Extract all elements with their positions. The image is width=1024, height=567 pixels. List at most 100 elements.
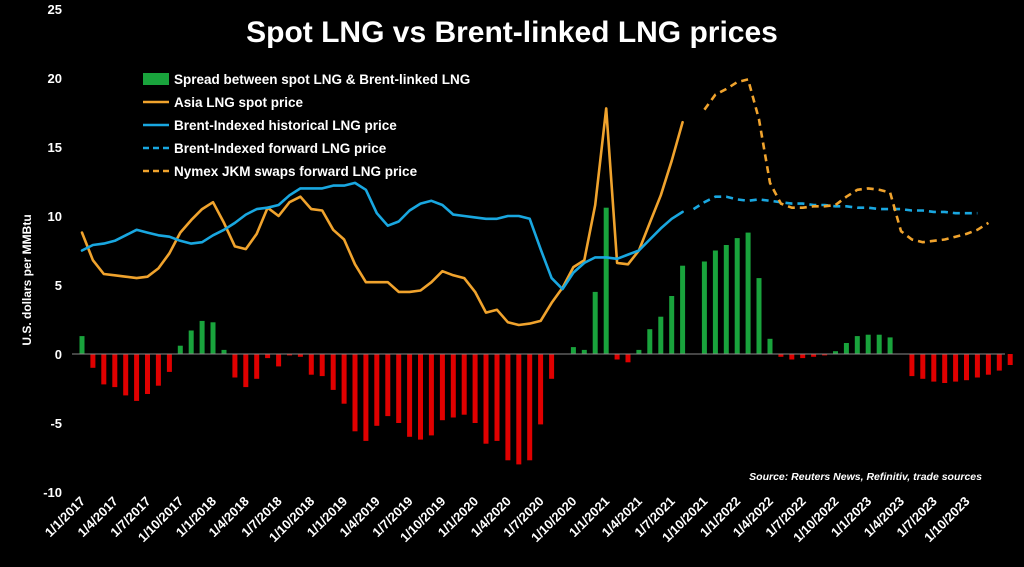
spread-bar (232, 354, 238, 378)
spread-bar (723, 245, 729, 354)
spread-bar (549, 354, 555, 379)
spread-bar (833, 351, 838, 354)
spread-bar (865, 334, 871, 354)
spread-bar (701, 261, 707, 354)
spread-bar (843, 343, 849, 354)
spread-bar (811, 354, 817, 357)
spread-bar (166, 354, 172, 372)
spread-bar (297, 354, 303, 357)
spread-bar (101, 354, 107, 385)
spread-bar (647, 329, 653, 354)
spread-bar (461, 354, 467, 415)
spread-bar (123, 354, 129, 396)
y-tick-label: 15 (48, 140, 62, 155)
spread-bar (625, 354, 631, 363)
y-tick-label: 10 (48, 209, 62, 224)
spread-bar (287, 354, 292, 356)
spread-bar (254, 354, 260, 379)
spread-bar (396, 354, 402, 423)
spread-bar (712, 250, 718, 354)
spread-bar (570, 347, 576, 354)
y-axis-label: U.S. dollars per MMBtu (20, 214, 34, 345)
legend-label: Brent-Indexed forward LNG price (174, 141, 387, 156)
spread-bar (450, 354, 456, 418)
spread-bar (876, 334, 882, 354)
spread-bar (822, 354, 828, 356)
spread-bar (352, 354, 358, 432)
spread-bar (756, 278, 762, 354)
spread-bar (177, 345, 183, 354)
spread-bar (953, 354, 959, 382)
legend: Spread between spot LNG & Brent-linked L… (143, 72, 470, 179)
spread-bar (636, 349, 642, 354)
spread-bar (516, 354, 522, 465)
legend-label: Nymex JKM swaps forward LNG price (174, 164, 418, 179)
y-tick-label: 0 (55, 347, 62, 362)
spread-bar (964, 354, 969, 381)
spread-bar (243, 354, 249, 388)
spread-bar (527, 354, 533, 461)
spread-bar (745, 232, 751, 354)
spread-bar (428, 354, 434, 436)
spread-bar (407, 354, 413, 437)
spread-bar (592, 291, 598, 354)
spread-bar (385, 354, 391, 417)
spread-bar (1007, 354, 1013, 365)
spread-bar (363, 354, 369, 441)
spread-bar (734, 238, 740, 354)
spread-bar (538, 354, 544, 425)
spread-bar (265, 354, 271, 359)
y-tick-label: -5 (50, 416, 62, 431)
spread-bar (79, 336, 85, 354)
spread-bar (505, 354, 511, 461)
spread-bar (188, 330, 194, 354)
spread-bar (909, 354, 915, 377)
spread-bar (472, 354, 478, 423)
spread-bar (90, 354, 96, 368)
spread-bar (418, 354, 423, 440)
spread-bar (494, 354, 500, 441)
legend-label: Brent-Indexed historical LNG price (174, 118, 397, 133)
y-axis-ticks: -10 -5 0 5 10 15 20 25 (43, 2, 62, 500)
series-line (692, 195, 978, 215)
spread-bar (155, 354, 161, 386)
spread-bar (767, 338, 773, 354)
spread-bar (996, 354, 1002, 371)
series-line (80, 181, 684, 291)
spread-bar (974, 354, 980, 378)
spread-bar (374, 354, 380, 426)
spread-bar (221, 349, 227, 354)
spread-bar (199, 320, 205, 354)
legend-swatch (143, 73, 169, 85)
spread-bar (134, 354, 140, 401)
legend-label: Spread between spot LNG & Brent-linked L… (174, 72, 470, 87)
price-lines (80, 78, 990, 327)
y-tick-label: -10 (43, 485, 62, 500)
spread-bar (931, 354, 937, 382)
spread-bar (800, 354, 806, 359)
spread-bar (210, 322, 216, 354)
spread-bar (778, 354, 784, 357)
chart-title: Spot LNG vs Brent-linked LNG prices (246, 16, 778, 49)
spread-bar (319, 354, 325, 377)
spread-bar (112, 354, 118, 388)
spread-bar (276, 354, 282, 367)
spread-bar (854, 336, 860, 354)
spread-bar (680, 265, 686, 354)
y-tick-label: 20 (48, 71, 62, 86)
spread-bar (658, 316, 664, 354)
spread-bars (79, 207, 1013, 465)
spread-bar (145, 354, 150, 394)
spread-bar (887, 337, 893, 354)
spread-bar (614, 354, 620, 360)
spread-bar (308, 354, 314, 375)
spread-bar (920, 354, 926, 379)
spread-bar (985, 354, 991, 375)
spread-bar (483, 354, 489, 444)
series-line (80, 107, 684, 327)
spread-bar (603, 207, 609, 354)
legend-label: Asia LNG spot price (174, 95, 304, 110)
series-line (703, 78, 990, 244)
